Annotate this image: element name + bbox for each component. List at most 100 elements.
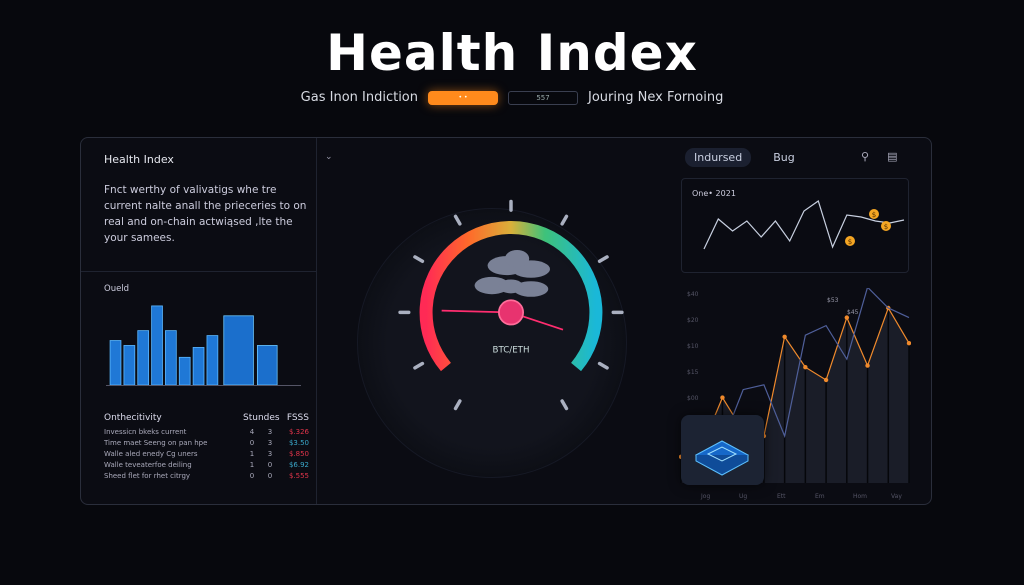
y-tick-label: $10 bbox=[687, 343, 699, 350]
y-tick-label: $15 bbox=[687, 369, 699, 376]
table-cell: Time maet Seeng on pan hpe bbox=[104, 438, 208, 447]
table-cell: Walle teveaterfoe deiling bbox=[104, 460, 192, 469]
header-col-2: Stundes bbox=[243, 413, 280, 423]
y-tick-label: $00 bbox=[687, 395, 699, 402]
table-cell: 3 bbox=[267, 449, 273, 458]
left-column: Health Index Fnct werthy of valivatigs w… bbox=[81, 138, 317, 504]
x-tick-label: Vay bbox=[891, 493, 902, 500]
gauge-tick bbox=[453, 399, 462, 411]
table-cell: 0 bbox=[249, 471, 255, 480]
chip-icon bbox=[681, 415, 764, 485]
table-cell: $.850 bbox=[288, 449, 309, 458]
gauge-tick bbox=[560, 214, 569, 226]
gauge-tick bbox=[597, 255, 609, 263]
table-cell: Invessicn bkeks current bbox=[104, 427, 187, 436]
header-bar: Gas Inon Indiction • • 557 Jouring Nex F… bbox=[0, 90, 1024, 105]
data-point bbox=[906, 341, 911, 346]
coin-icon bbox=[869, 209, 879, 219]
series-line bbox=[680, 306, 910, 458]
clipboard-icon[interactable]: ▤ bbox=[887, 150, 898, 163]
sparkline-path bbox=[703, 200, 905, 250]
coin-label: $ bbox=[872, 211, 876, 219]
x-tick-label: Jog bbox=[700, 493, 710, 500]
bar bbox=[165, 330, 177, 385]
table-cell: 3 bbox=[267, 438, 273, 447]
data-point bbox=[865, 363, 870, 368]
gauge: BTC/ETH bbox=[398, 199, 624, 411]
header-col-3: FSSS bbox=[286, 413, 309, 423]
data-point bbox=[844, 315, 850, 320]
value-field[interactable]: 557 bbox=[508, 90, 579, 105]
bar bbox=[137, 330, 150, 385]
data-table: Onthecitivity Stundes FSSS Invessicn bke… bbox=[104, 413, 309, 481]
x-tick-label: Ug bbox=[739, 493, 747, 500]
data-point bbox=[720, 395, 725, 400]
gas-indication-label: Gas Inon Indiction bbox=[300, 90, 419, 105]
gauge-tick bbox=[560, 399, 569, 411]
bar-block bbox=[223, 315, 254, 385]
toolbar-icons: ⚲ ▤ bbox=[861, 150, 897, 163]
table-cell: 1 bbox=[249, 449, 255, 458]
table-cell: 3 bbox=[267, 427, 273, 436]
x-tick-label: Ett bbox=[777, 493, 786, 500]
data-point bbox=[803, 365, 808, 370]
annotation: $53 bbox=[827, 297, 839, 304]
x-tick-label: Em bbox=[815, 493, 825, 500]
gauge-tick bbox=[413, 361, 425, 370]
table-header: Onthecitivity Stundes FSSS bbox=[104, 413, 309, 423]
bar bbox=[123, 345, 136, 385]
bar bbox=[206, 335, 219, 385]
table-cell: Walle aled enedy Cg uners bbox=[104, 449, 198, 458]
coin-label: $ bbox=[884, 223, 888, 231]
sparkline-label: One• 2021 bbox=[692, 189, 736, 198]
bar-chart bbox=[106, 305, 301, 386]
search-icon[interactable]: ⚲ bbox=[861, 150, 870, 163]
tab-bug[interactable]: Bug bbox=[773, 151, 795, 164]
bar bbox=[109, 340, 122, 385]
coin-icon bbox=[881, 221, 891, 231]
table-row: Walle aled enedy Cg uners 1 3 $.850 bbox=[104, 448, 309, 459]
table-cell: 0 bbox=[267, 471, 273, 480]
y-tick-label: $40 bbox=[687, 291, 699, 298]
left-title: Health Index bbox=[104, 153, 174, 166]
table-cell: $3.50 bbox=[288, 438, 309, 447]
data-point bbox=[782, 334, 787, 339]
sparkline: $ $ $ bbox=[703, 200, 905, 250]
y-tick-label: $20 bbox=[687, 317, 699, 324]
needle bbox=[441, 299, 564, 331]
sparkline-card: One• 2021 $ $ $ bbox=[681, 178, 909, 273]
gauge-label: BTC/ETH bbox=[493, 345, 530, 355]
coin-label: $ bbox=[848, 238, 852, 246]
x-tick-label: Hom bbox=[853, 493, 867, 500]
gauge-tick bbox=[597, 361, 609, 370]
table-row: Invessicn bkeks current 4 3 $.326 bbox=[104, 426, 309, 437]
gauge-tick bbox=[453, 214, 462, 226]
bar bbox=[151, 305, 163, 385]
chevron-down-icon[interactable]: ⌄ bbox=[325, 152, 333, 162]
bar bbox=[192, 347, 205, 385]
gauge-tick bbox=[413, 255, 425, 263]
table-cell: 0 bbox=[267, 460, 273, 469]
gauge-backdrop bbox=[357, 208, 627, 478]
page-title: Health Index bbox=[326, 24, 698, 82]
table-cell: $.326 bbox=[288, 427, 309, 436]
bar bbox=[178, 356, 191, 385]
left-description: Fnct werthy of valivatigs whe tre curren… bbox=[104, 184, 307, 244]
coin-icon bbox=[845, 236, 855, 246]
table-row: Walle teveaterfoe deiling 1 0 $6.92 bbox=[104, 459, 309, 470]
annotation: $45 bbox=[847, 309, 859, 316]
header-col-1: Onthecitivity bbox=[104, 413, 162, 423]
divider bbox=[81, 271, 317, 272]
table-cell: Sheed flet for rhet citrgy bbox=[104, 471, 191, 480]
table-cell: 1 bbox=[249, 460, 255, 469]
table-cell: 4 bbox=[249, 427, 255, 436]
table-row: Time maet Seeng on pan hpe 0 3 $3.50 bbox=[104, 437, 309, 448]
tab-indursed[interactable]: Indursed bbox=[685, 148, 752, 167]
table-cell: $.555 bbox=[288, 471, 309, 480]
table-row: Sheed flet for rhet citrgy 0 0 $.555 bbox=[104, 470, 309, 481]
orange-pill-button[interactable]: • • bbox=[428, 90, 499, 105]
bar-block bbox=[256, 345, 278, 385]
chart-label: Oueld bbox=[104, 284, 130, 294]
tab-bar: Indursed Bug bbox=[685, 148, 795, 167]
cloud-icon bbox=[474, 250, 550, 297]
